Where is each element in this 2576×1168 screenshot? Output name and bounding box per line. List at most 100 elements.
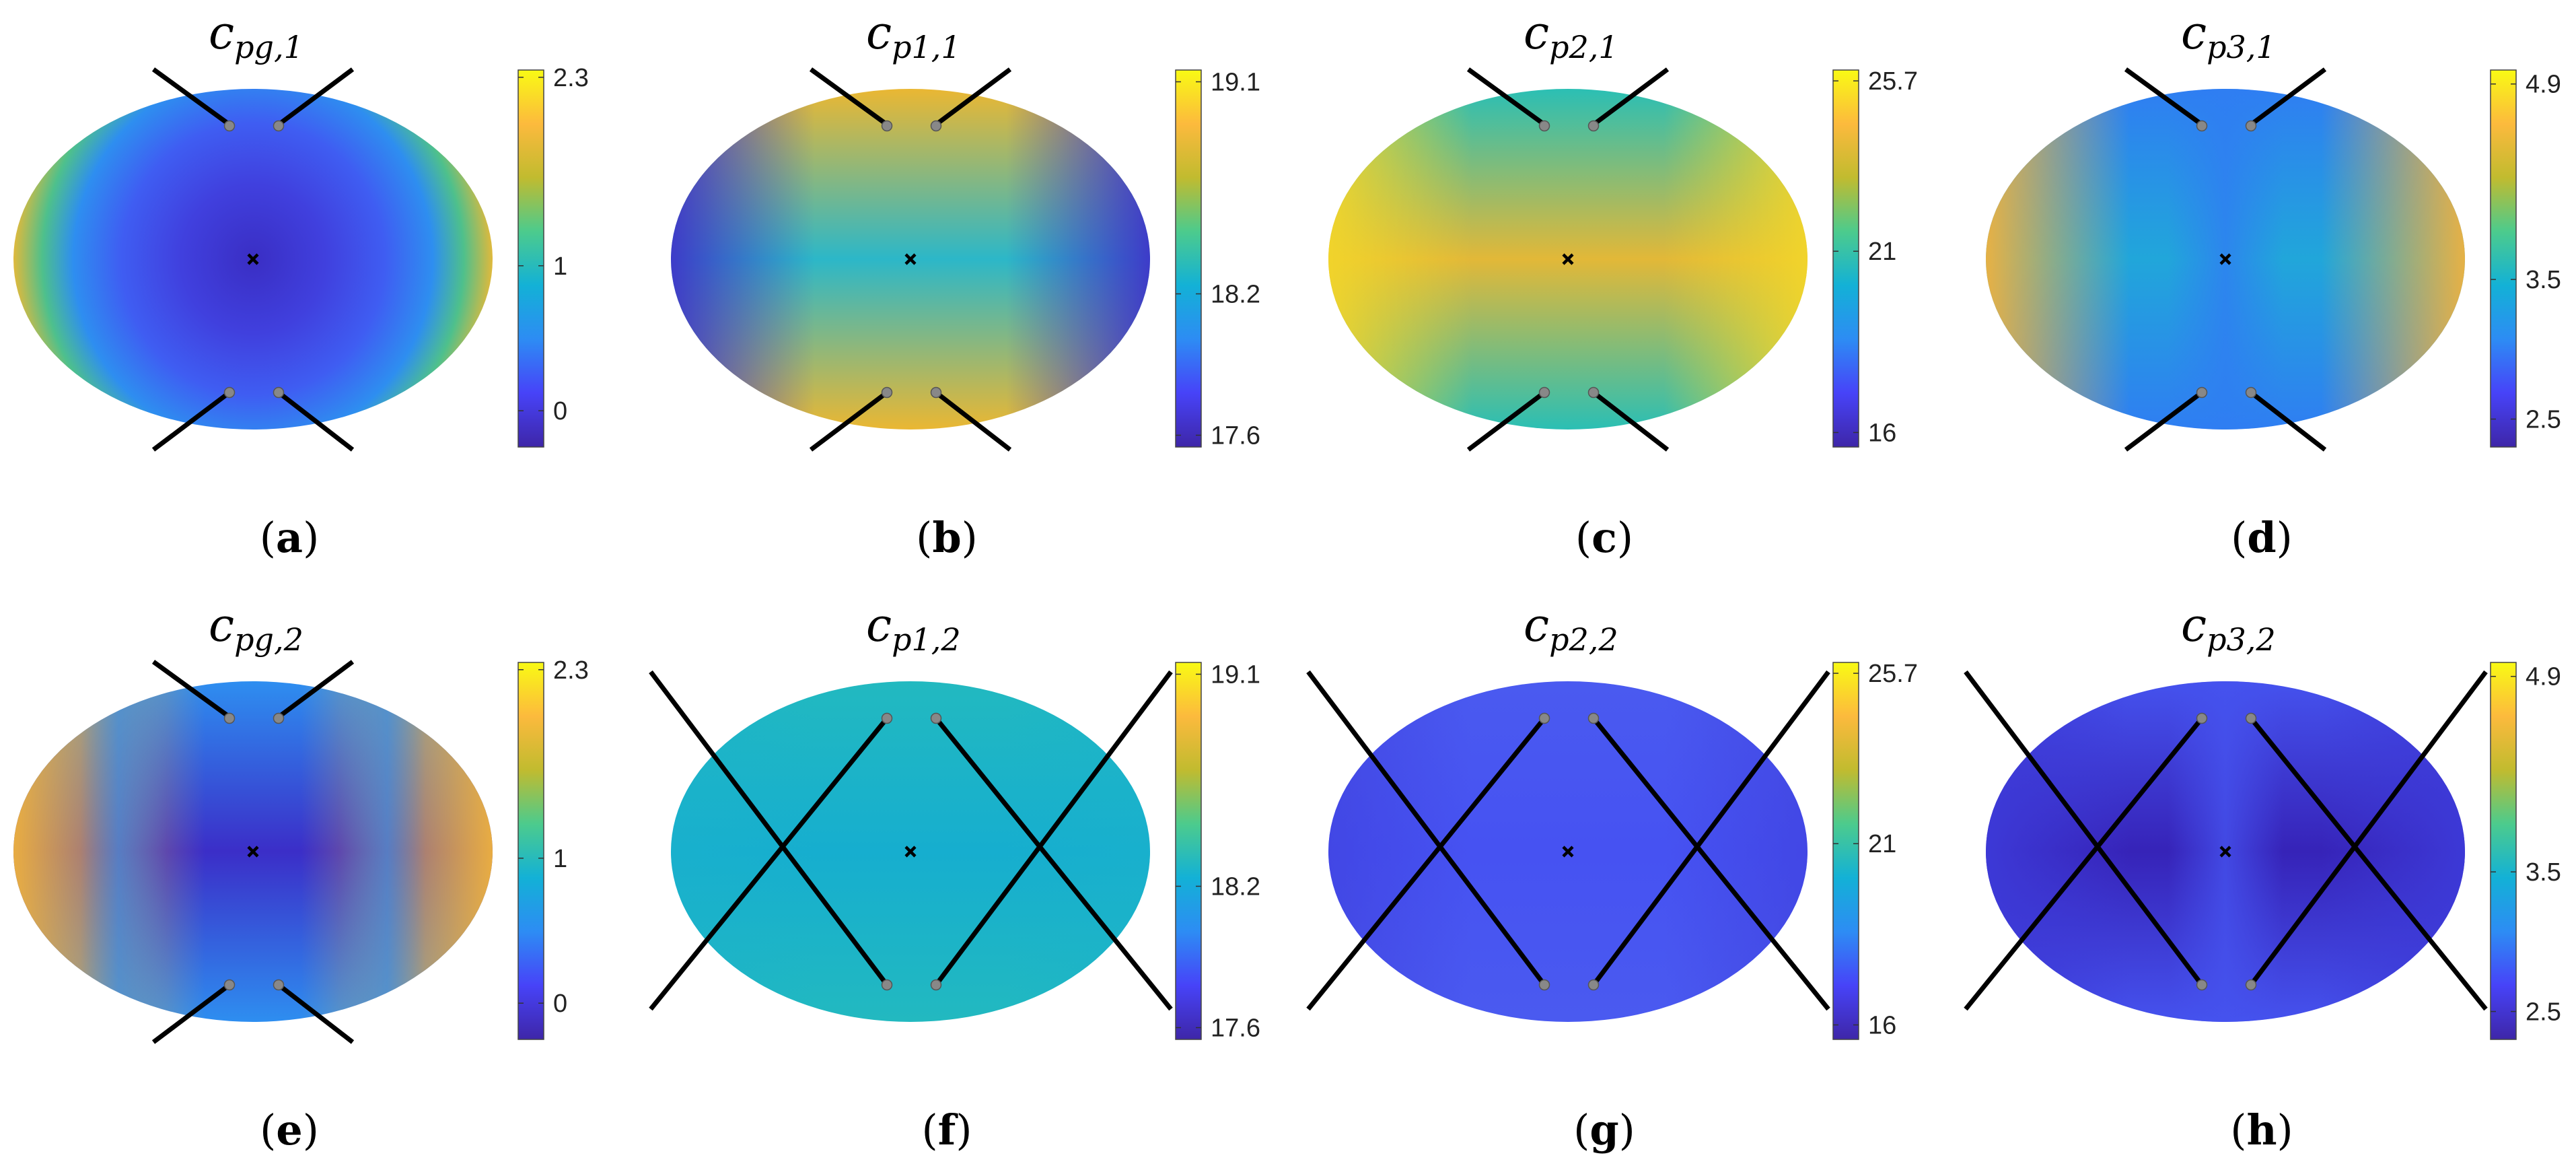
center-mark	[1562, 846, 1574, 858]
support-leg	[2249, 716, 2488, 1011]
node-point	[273, 120, 285, 132]
colorbar-tick-label: 25.7	[1868, 67, 1918, 96]
panel-title: cpg,1	[209, 7, 303, 65]
panel-caption: (a)	[260, 513, 320, 562]
support-leg	[151, 67, 231, 127]
node-point	[2245, 712, 2257, 724]
panel-caption: (g)	[1573, 1105, 1635, 1155]
support-leg	[277, 660, 355, 719]
support-leg	[2249, 390, 2327, 452]
center-mark	[247, 846, 259, 858]
support-leg	[934, 716, 1173, 1011]
colorbar	[1175, 662, 1202, 1040]
node-point	[2196, 979, 2208, 991]
node-point	[1587, 120, 1600, 132]
support-leg	[2124, 67, 2204, 127]
support-leg	[1591, 670, 1830, 987]
node-point	[2196, 386, 2208, 399]
colorbar-tick-label: 1	[553, 845, 567, 873]
panel-caption: (b)	[916, 513, 978, 562]
node-point	[881, 712, 893, 724]
node-point	[930, 979, 942, 991]
support-leg	[1964, 716, 2204, 1011]
node-point	[1587, 386, 1600, 399]
colorbar	[1832, 69, 1859, 448]
panel-caption-letter: f	[938, 1105, 958, 1155]
colorbar-tick-label: 21	[1868, 830, 1896, 858]
panel-title-main: c	[209, 599, 234, 652]
node-point	[2245, 120, 2257, 132]
panel-f: cp1,2 (f) 19.1 18.2 17.6	[649, 599, 1260, 1155]
center-mark	[1562, 253, 1574, 265]
colorbar-tick-label: 3.5	[2526, 266, 2561, 294]
panel-caption-letter: h	[2246, 1105, 2277, 1155]
panel-caption-letter: c	[1591, 513, 1617, 562]
panel-e: cpg,2 (e) 2.3 1 0	[13, 599, 589, 1155]
panel-title: cp3,1	[2181, 7, 2276, 65]
support-leg	[649, 716, 889, 1011]
node-point	[881, 979, 893, 991]
node-point	[930, 712, 942, 724]
heatmap-field	[13, 681, 493, 1022]
support-leg	[1306, 716, 1546, 1011]
colorbar-tick-label: 4.9	[2526, 71, 2561, 99]
colorbar-tick-label: 3.5	[2526, 858, 2561, 887]
panel-title-main: c	[866, 7, 892, 60]
support-leg	[1591, 716, 1830, 1011]
support-leg	[1591, 67, 1670, 127]
node-point	[2196, 120, 2208, 132]
colorbar-tick-label: 0	[553, 990, 567, 1018]
panel-caption: (h)	[2230, 1105, 2293, 1155]
support-leg	[809, 67, 889, 127]
panel-title-main: c	[209, 7, 234, 60]
support-leg	[151, 660, 231, 719]
panel-title: cp1,2	[866, 599, 961, 658]
center-mark	[2219, 846, 2231, 858]
support-leg	[649, 670, 889, 987]
panel-title-sub: p1,1	[892, 29, 961, 65]
panel-title: cp2,2	[1524, 599, 1618, 658]
support-leg	[151, 983, 231, 1044]
panel-title-sub: p2,2	[1549, 621, 1618, 658]
colorbar	[517, 662, 544, 1040]
node-point	[223, 979, 236, 991]
colorbar-tick-label: 18.2	[1211, 281, 1260, 309]
colorbar	[2490, 69, 2517, 448]
node-point	[881, 120, 893, 132]
panel-title: cp2,1	[1524, 7, 1618, 65]
support-leg	[277, 390, 355, 452]
panel-caption: (f)	[921, 1105, 972, 1155]
support-leg	[2124, 390, 2204, 452]
panel-title-main: c	[1524, 7, 1549, 60]
colorbar	[2490, 662, 2517, 1040]
panel-title-main: c	[2181, 7, 2207, 60]
support-leg	[277, 67, 355, 127]
panel-caption-letter: a	[276, 513, 303, 562]
node-point	[881, 386, 893, 399]
support-leg	[809, 390, 889, 452]
colorbar-tick-label: 17.6	[1211, 422, 1260, 450]
support-leg	[151, 390, 231, 452]
panel-title-sub: p2,1	[1549, 29, 1618, 65]
node-point	[1538, 120, 1550, 132]
node-point	[273, 979, 285, 991]
panel-title-sub: p3,2	[2207, 621, 2276, 658]
node-point	[273, 386, 285, 399]
support-leg	[1306, 670, 1546, 987]
colorbar-tick-label: 4.9	[2526, 663, 2561, 691]
panel-title-sub: pg,2	[234, 621, 303, 658]
node-point	[223, 712, 236, 724]
panel-g: cp2,2 (g) 25.7 21 16	[1306, 599, 1918, 1155]
node-point	[1538, 386, 1550, 399]
panel-caption-letter: d	[2247, 513, 2276, 562]
colorbar-tick-label: 16	[1868, 419, 1896, 447]
panel-b: cp1,1 (b) 19.1 18.2 17.6	[671, 7, 1260, 562]
node-point	[930, 120, 942, 132]
node-point	[1587, 979, 1600, 991]
panel-title-main: c	[1524, 599, 1549, 652]
node-point	[1587, 712, 1600, 724]
support-leg	[1466, 67, 1546, 127]
node-point	[223, 120, 236, 132]
